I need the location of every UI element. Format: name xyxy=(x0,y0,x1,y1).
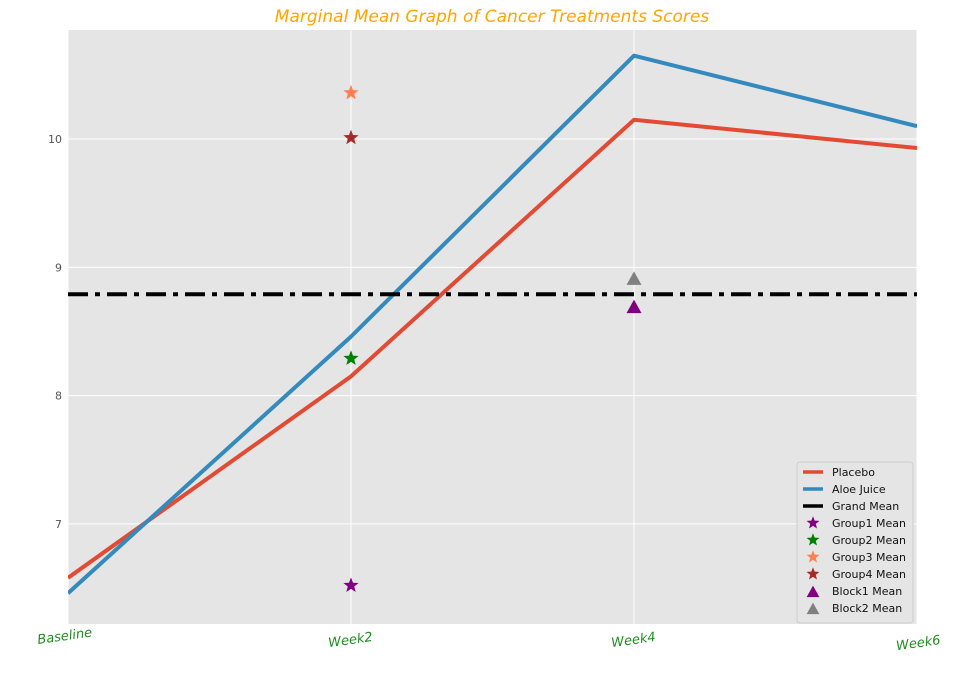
legend-swatch-star-icon xyxy=(806,516,820,529)
marker-group3-mean xyxy=(343,84,359,100)
legend-swatch-triangle-icon xyxy=(806,602,820,615)
x-tick-label: Week4 xyxy=(610,630,656,651)
series-line-placebo xyxy=(68,117,917,580)
legend-label: Group2 Mean xyxy=(832,534,906,547)
marker-block1-mean xyxy=(626,299,642,314)
legend-swatch-star-icon xyxy=(806,550,820,563)
x-tick-label: Week2 xyxy=(327,630,373,651)
legend-item: Group4 Mean xyxy=(806,567,906,581)
legend-item: Placebo xyxy=(803,466,875,479)
legend-box xyxy=(796,461,914,624)
legend-item: Group3 Mean xyxy=(806,550,906,564)
legend-label: Group1 Mean xyxy=(832,517,906,530)
legend-item: Group2 Mean xyxy=(806,533,906,547)
x-tick-label: Baseline xyxy=(36,625,93,648)
legend-swatch-triangle-icon xyxy=(806,585,820,598)
chart-title: Marginal Mean Graph of Cancer Treatments… xyxy=(275,7,710,27)
legend-label: Block1 Mean xyxy=(832,585,902,598)
legend-label: Group3 Mean xyxy=(832,551,906,564)
y-tick-label: 8 xyxy=(55,390,62,403)
x-tick-label: Week6 xyxy=(895,633,941,654)
legend-label: Aloe Juice xyxy=(832,483,886,496)
legend-item: Aloe Juice xyxy=(803,483,886,496)
marker-block2-mean xyxy=(626,271,642,285)
legend-item: Group1 Mean xyxy=(806,516,906,530)
legend-item: Block1 Mean xyxy=(806,585,902,598)
y-axis: 7 8 9 10 xyxy=(48,133,62,531)
grid-lines xyxy=(67,30,918,624)
mean-markers xyxy=(343,84,642,592)
legend-swatch-star-icon xyxy=(806,567,820,580)
series-line-aloe-juice xyxy=(68,53,917,595)
marker-group1-mean xyxy=(343,577,359,592)
legend-label: Grand Mean xyxy=(832,500,899,513)
x-axis: Baseline Week2 Week4 Week6 xyxy=(36,625,941,654)
legend-swatch-star-icon xyxy=(806,533,820,546)
legend-item: Block2 Mean xyxy=(806,602,902,615)
legend-label: Placebo xyxy=(832,466,875,479)
y-tick-label: 9 xyxy=(55,261,62,274)
plot-area xyxy=(68,30,917,624)
series-lines xyxy=(68,53,917,595)
y-tick-label: 7 xyxy=(55,518,62,531)
marker-group2-mean xyxy=(343,350,359,365)
legend-item: Grand Mean xyxy=(803,500,899,513)
y-tick-label: 10 xyxy=(48,133,62,146)
legend-label: Block2 Mean xyxy=(832,602,902,615)
marker-group4-mean xyxy=(343,129,359,145)
legend: Placebo Aloe Juice Grand Mean Group1 Mean Gr… xyxy=(796,461,914,624)
legend-label: Group4 Mean xyxy=(832,568,906,581)
